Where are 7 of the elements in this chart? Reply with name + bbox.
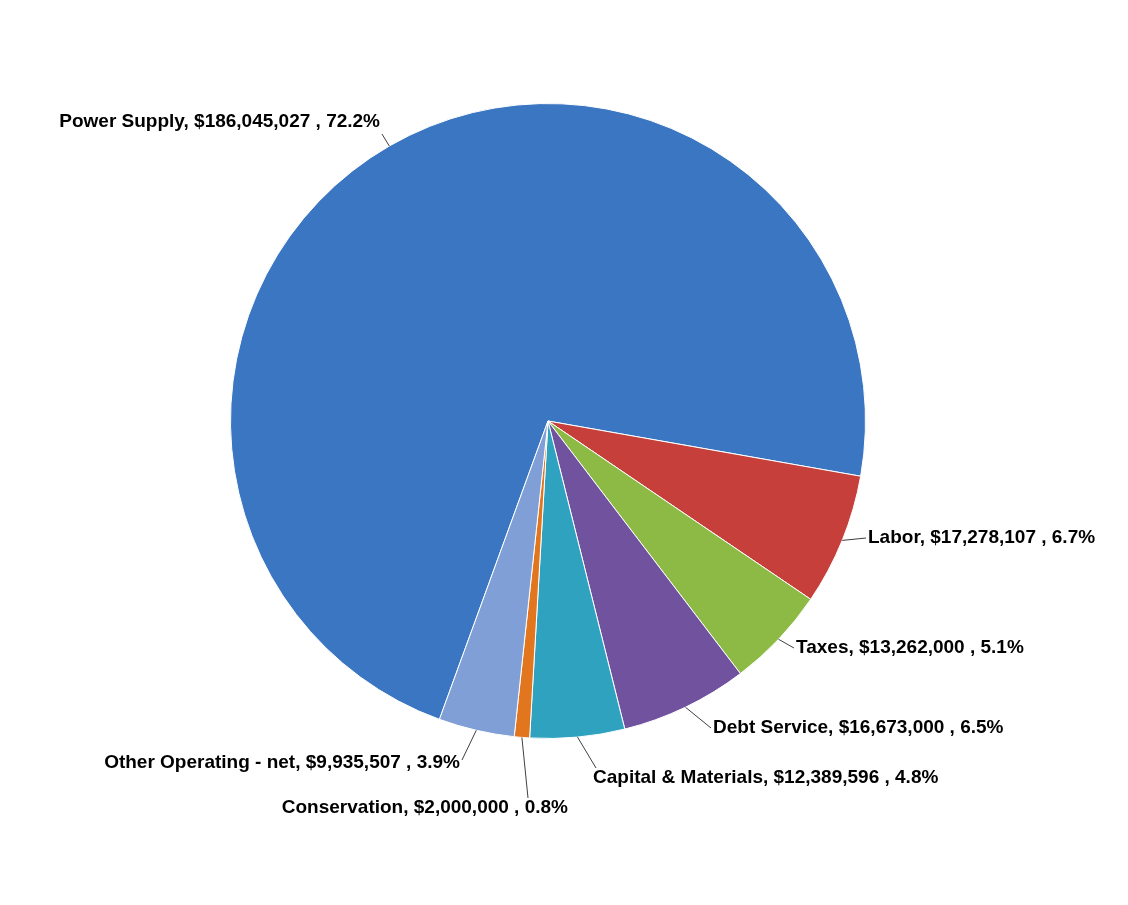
- slice-label: Conservation, $2,000,000 , 0.8%: [281, 795, 569, 817]
- slice-label: Power Supply, $186,045,027 , 72.2%: [59, 109, 381, 131]
- slice-label: Other Operating - net, $9,935,507 , 3.9%: [104, 750, 461, 772]
- slice-label: Taxes, $13,262,000 , 5.1%: [796, 635, 1024, 657]
- slice-label: Capital & Materials, $12,389,596 , 4.8%: [593, 765, 939, 787]
- slice-label: Debt Service, $16,673,000 , 6.5%: [713, 715, 1004, 737]
- slice-label: Labor, $17,278,107 , 6.7%: [868, 525, 1096, 547]
